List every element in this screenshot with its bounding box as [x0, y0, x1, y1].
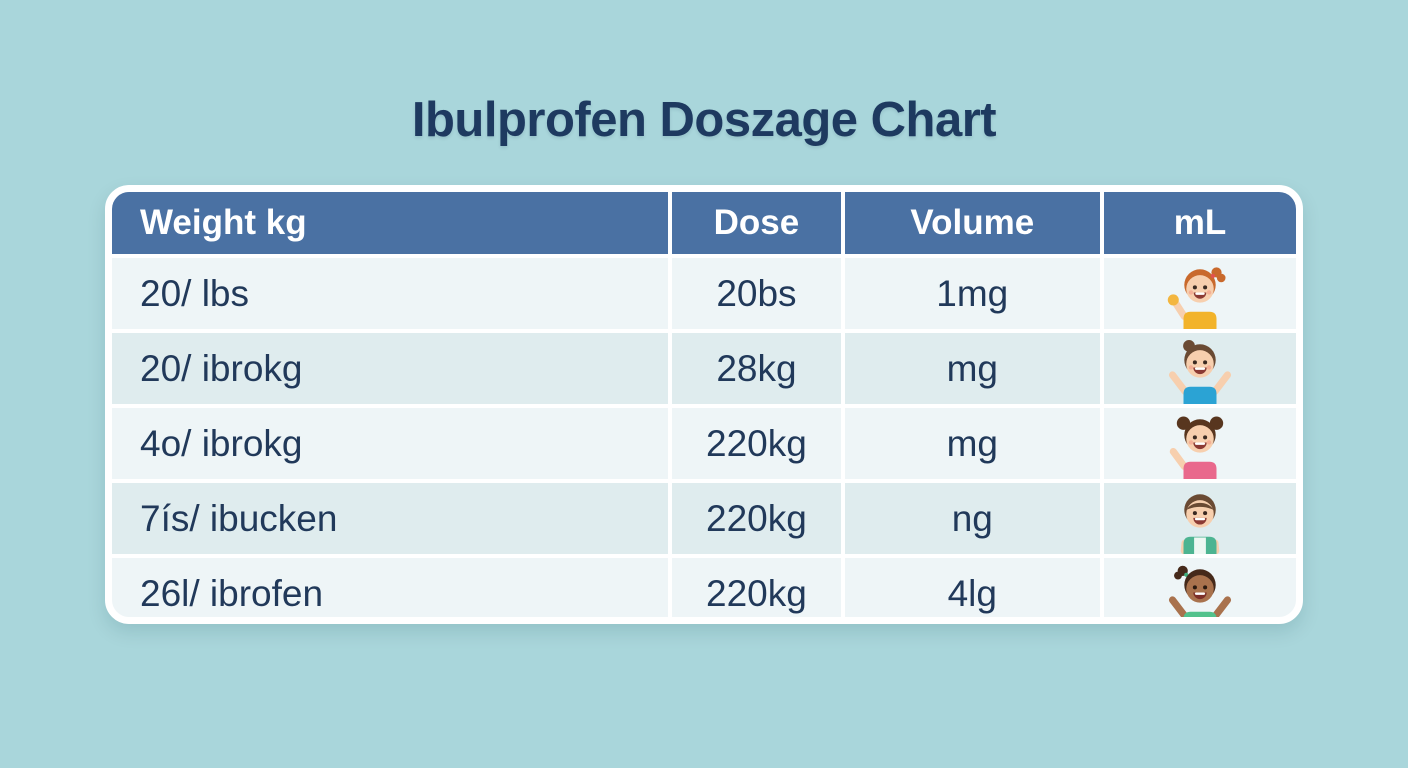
column-header-volume: Volume	[844, 192, 1100, 254]
child-girl-bun-arms-up-blue-shirt-icon	[1103, 333, 1296, 404]
column-header-ml: mL	[1103, 192, 1296, 254]
column-header-dose: Dose	[672, 192, 841, 254]
volume-cell: ng	[844, 483, 1100, 554]
volume-cell: mg	[844, 408, 1100, 479]
table-row: 7ís/ ibucken 220kg ng	[112, 483, 1296, 554]
dose-cell: 20bs	[672, 258, 841, 329]
child-boy-green-vest-icon	[1103, 483, 1296, 554]
dose-cell: 220kg	[672, 408, 841, 479]
column-header-weight: Weight kg	[112, 192, 669, 254]
table-row: 4o/ ibrokg 220kg mg	[112, 408, 1296, 479]
dose-cell: 220kg	[672, 483, 841, 554]
child-girl-pigtails-waving-pink-shirt-icon	[1103, 408, 1296, 479]
table-row: 26l/ ibrofen 220kg 4lg	[112, 558, 1296, 617]
weight-cell: 20/ ibrokg	[112, 333, 669, 404]
child-girl-ponytail-arms-up-green-shirt-icon	[1103, 558, 1296, 617]
child-girl-orange-ponytail-waving-yellow-shirt-icon	[1103, 258, 1296, 329]
table-row: 20/ ibrokg 28kg mg	[112, 333, 1296, 404]
dose-cell: 220kg	[672, 558, 841, 617]
volume-cell: 1mg	[844, 258, 1100, 329]
weight-cell: 4o/ ibrokg	[112, 408, 669, 479]
page-title: Ibulprofen Doszage Chart	[411, 93, 997, 147]
table-header-row: Weight kg Dose Volume mL	[112, 192, 1296, 254]
weight-cell: 26l/ ibrofen	[112, 558, 669, 617]
dose-cell: 28kg	[672, 333, 841, 404]
weight-cell: 20/ lbs	[112, 258, 669, 329]
table-row: 20/ lbs 20bs 1mg	[112, 258, 1296, 329]
dosage-table: Weight kg Dose Volume mL 20/ lbs 20bs 1m…	[105, 185, 1303, 624]
volume-cell: 4lg	[844, 558, 1100, 617]
volume-cell: mg	[844, 333, 1100, 404]
weight-cell: 7ís/ ibucken	[112, 483, 669, 554]
